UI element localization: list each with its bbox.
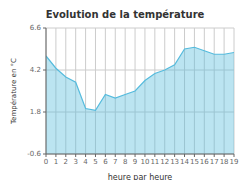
svg-text:-0.6: -0.6 [27,150,41,158]
svg-text:8: 8 [123,158,127,166]
html-text:Evolution de la température: Evolution de la température [45,9,205,20]
svg-text:4: 4 [83,158,88,166]
svg-text:12: 12 [160,158,169,166]
svg-text:5: 5 [93,158,97,166]
svg-text:Température en °C: Température en °C [10,58,18,125]
svg-text:16: 16 [200,158,209,166]
svg-text:0: 0 [44,158,48,166]
svg-text:6.6: 6.6 [30,24,42,32]
svg-text:3: 3 [73,158,77,166]
svg-text:heure par heure: heure par heure [108,173,173,180]
svg-text:4.2: 4.2 [30,66,41,74]
svg-text:9: 9 [133,158,137,166]
svg-text:10: 10 [140,158,149,166]
svg-text:14: 14 [180,158,189,166]
svg-text:19: 19 [230,158,239,166]
svg-text:11: 11 [150,158,159,166]
svg-text:1: 1 [54,158,58,166]
svg-text:7: 7 [113,158,117,166]
svg-text:1.8: 1.8 [30,108,41,116]
svg-text:2: 2 [64,158,68,166]
svg-text:13: 13 [170,158,179,166]
svg-text:17: 17 [210,158,219,166]
svg-text:18: 18 [220,158,229,166]
svg-text:15: 15 [190,158,199,166]
svg-text:6: 6 [103,158,108,166]
